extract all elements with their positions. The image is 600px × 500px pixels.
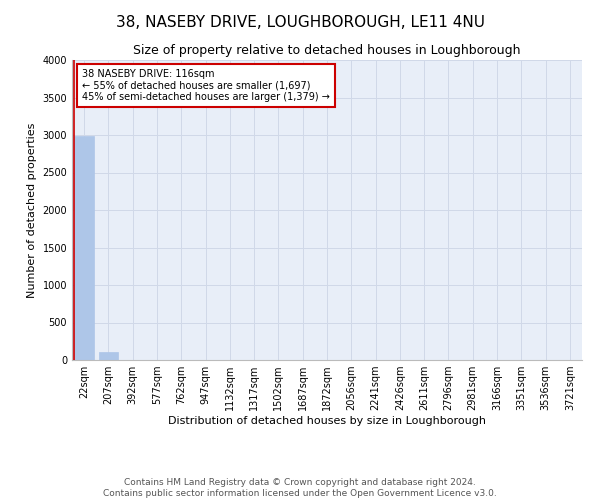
Text: 38 NASEBY DRIVE: 116sqm
← 55% of detached houses are smaller (1,697)
45% of semi: 38 NASEBY DRIVE: 116sqm ← 55% of detache… [82, 69, 330, 102]
Bar [99, 352, 118, 360]
Bar [74, 136, 94, 360]
X-axis label: Distribution of detached houses by size in Loughborough: Distribution of detached houses by size … [168, 416, 486, 426]
Text: Contains HM Land Registry data © Crown copyright and database right 2024.
Contai: Contains HM Land Registry data © Crown c… [103, 478, 497, 498]
Text: 38, NASEBY DRIVE, LOUGHBOROUGH, LE11 4NU: 38, NASEBY DRIVE, LOUGHBOROUGH, LE11 4NU [115, 15, 485, 30]
Title: Size of property relative to detached houses in Loughborough: Size of property relative to detached ho… [133, 44, 521, 58]
Y-axis label: Number of detached properties: Number of detached properties [27, 122, 37, 298]
